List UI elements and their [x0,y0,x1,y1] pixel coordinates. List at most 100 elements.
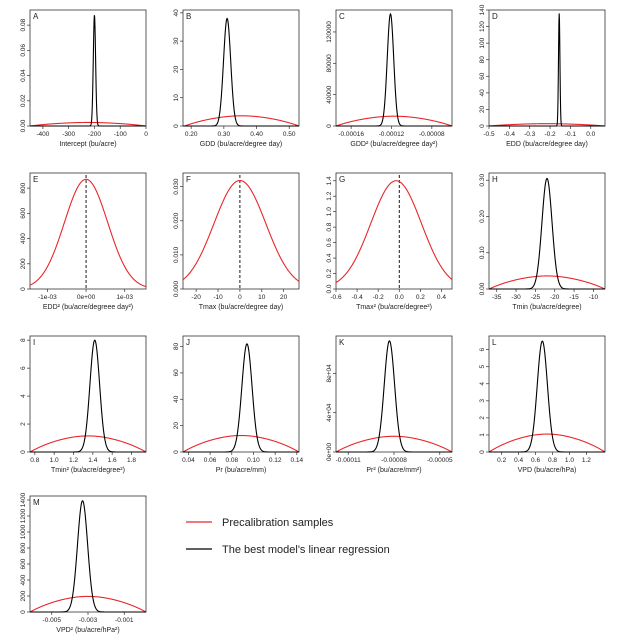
plot-frame [29,9,147,127]
x-axis-label: Tmin (bu/acre/degree) [512,304,581,311]
x-axis-label: GDD² (bu/acre/degree day²) [350,141,437,148]
x-tick-label: 0.08 [225,457,238,464]
x-tick-label: 1.4 [88,457,97,464]
x-tick-label: 0.10 [247,457,260,464]
x-tick-label: -0.00012 [379,131,405,138]
x-tick-label: -0.00008 [381,457,407,464]
x-tick-label: 0.4 [514,457,523,464]
y-tick-label: 400 [20,233,27,244]
x-tick-label: 0.12 [269,457,282,464]
panel-D: D -0.5 -0.4 -0.3 -0.2 -0.1 0.0 0 20 40 60 80 100 120 1… [479,4,606,148]
x-tick-label: -0.001 [115,617,134,624]
panel-label: E [33,175,38,184]
panel-B: B 0.20 0.30 0.40 0.50 0 10 20 30 40 GDD (bu/acre/d… [173,9,300,148]
series-line-primary [335,180,453,284]
x-tick-label: -0.3 [524,131,536,138]
x-tick-label: -0.00005 [427,457,453,464]
y-tick-label: 40 [173,9,180,17]
x-tick-label: 0.30 [218,131,231,138]
panel-I: I 0.8 1.0 1.2 1.4 1.6 1.8 0 2 4 6 8 Tmin² (bu/acre/d… [20,335,147,474]
panels: A-400 -300 -200 -100 00.000.020.040.060.08In… [20,4,606,634]
series-line-primary [29,595,147,613]
y-tick-label: 600 [20,558,27,569]
x-tick-label: -35 [492,294,502,301]
x-tick-label: -0.1 [565,131,577,138]
panel-A: A -400 -300 -200 -100 0 0.00 0.02 0.04 0.06 0.08 In… [20,9,148,148]
x-axis-label: Tmax² (bu/acre/degree²) [356,304,432,311]
legend-label-best-model: The best model's linear regression [222,544,390,556]
series-line-secondary [336,340,452,453]
y-tick-label: 0.2 [326,269,333,278]
x-axis-label: EDD² (bu/acre/degreee day²) [43,304,133,311]
x-tick-label: -100 [114,131,127,138]
x-tick-label: -0.005 [43,617,62,624]
y-tick-label: 0.010 [173,246,180,263]
x-tick-label: 0.04 [182,457,195,464]
y-tick-label: 6 [479,347,486,351]
y-tick-label: 10 [173,94,180,102]
plot-frame [182,172,300,290]
y-tick-label: 0.30 [479,174,486,187]
panel-H: H -35 -30 -25 -20 -15 -10 0.00 0.10 0.20 0.30 Tmin … [479,172,606,311]
plot-frame [182,335,300,453]
x-tick-label: 1.8 [127,457,136,464]
x-tick-label: 1.0 [50,457,59,464]
x-tick-label: 1.2 [582,457,591,464]
y-tick-label: 60 [173,369,180,377]
y-tick-label: 4 [479,382,486,386]
series-line-primary [29,435,147,453]
x-tick-label: -1e-03 [38,294,57,301]
y-tick-label: 0.20 [479,210,486,223]
y-tick-label: 8e+04 [326,364,333,383]
series-line-secondary [183,343,299,453]
y-tick-label: 0.08 [20,18,27,31]
y-tick-label: 0.00 [479,282,486,295]
x-tick-label: 0 [238,294,242,301]
x-tick-label: -0.003 [79,617,98,624]
y-tick-label: 1400 [20,492,27,507]
y-tick-label: 1.0 [326,207,333,216]
panel-label: A [33,12,39,21]
y-tick-label: 80000 [326,54,333,72]
y-tick-label: 200 [20,258,27,269]
y-tick-label: 0.6 [326,238,333,247]
series-line-secondary [489,177,605,290]
y-tick-label: 20 [173,65,180,73]
y-tick-label: 1000 [20,524,27,539]
x-tick-label: 0 [144,131,148,138]
x-axis-label: Tmax (bu/acre/degree day) [199,304,283,311]
x-tick-label: 10 [258,294,266,301]
x-tick-label: -25 [531,294,541,301]
y-tick-label: 0.8 [326,222,333,231]
y-tick-label: 5 [479,365,486,369]
x-axis-label: VPD (bu/acre/hPa) [518,467,577,474]
x-tick-label: -20 [191,294,201,301]
y-tick-label: 1.4 [326,176,333,185]
panel-L: L 0.2 0.4 0.6 0.8 1.0 1.2 0 1 2 3 4 5 6 VPD (bu/acre/h… [479,335,606,474]
series-line-secondary [183,17,299,127]
x-tick-label: -0.4 [351,294,363,301]
y-tick-label: 0 [326,124,333,128]
series-line-secondary [30,339,146,453]
x-tick-label: -10 [213,294,223,301]
x-tick-label: 0.40 [250,131,263,138]
panel-label: D [492,12,498,21]
x-axis-label: Intercept (bu/acre) [59,141,116,148]
x-tick-label: 0.06 [204,457,217,464]
x-tick-label: -0.00008 [419,131,445,138]
x-tick-label: 0.2 [497,457,506,464]
x-tick-label: 1e-03 [116,294,133,301]
y-tick-label: 40 [173,395,180,403]
x-axis-label: Pr² (bu/acre/mm²) [366,467,421,474]
y-tick-label: 0.06 [20,44,27,57]
plot-frame [335,9,453,127]
x-tick-label: 0.8 [30,457,39,464]
y-tick-label: 0 [20,287,27,291]
series-line-primary [488,275,606,290]
x-tick-label: -20 [550,294,560,301]
y-tick-label: 40 [479,89,486,97]
y-tick-label: 0.02 [20,94,27,107]
x-tick-label: 0.14 [291,457,304,464]
y-tick-label: 0 [20,450,27,454]
panel-label: K [339,338,345,347]
